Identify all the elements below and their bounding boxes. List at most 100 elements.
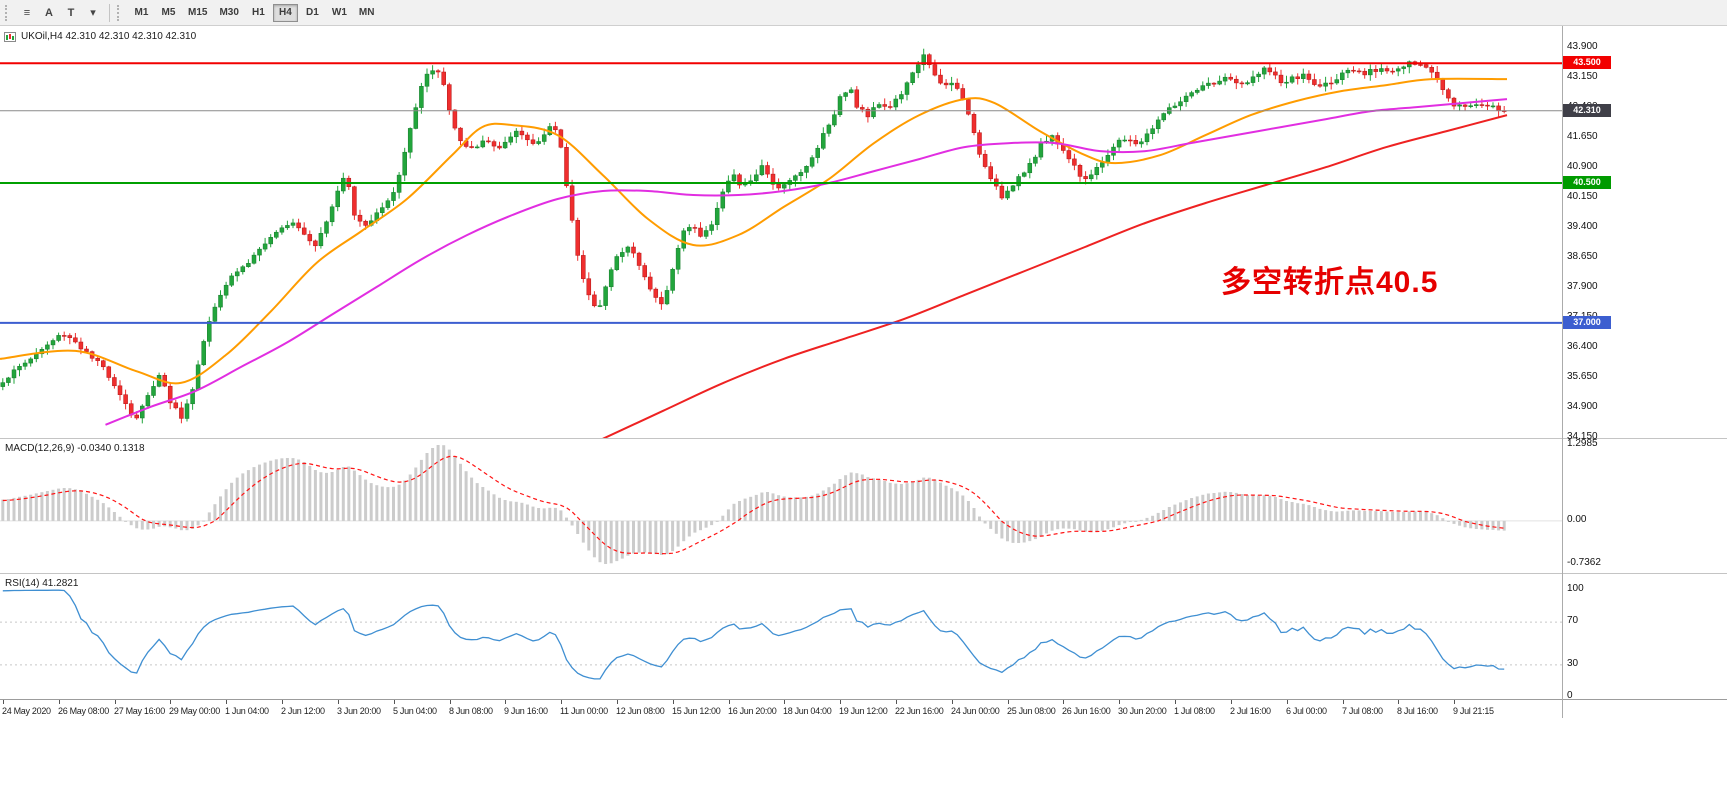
time-axis-tick (840, 700, 841, 704)
label-tool-button[interactable]: T (67, 6, 75, 19)
time-axis-label: 18 Jun 04:00 (783, 706, 832, 716)
price-axis-label: 34.900 (1567, 401, 1598, 412)
time-axis-label: 7 Jul 08:00 (1342, 706, 1383, 716)
time-axis-tick (3, 700, 4, 704)
time-axis-tick (1063, 700, 1064, 704)
time-axis-tick (505, 700, 506, 704)
shapes-tool-button[interactable]: ▾ (90, 7, 96, 19)
time-axis-label: 29 May 00:00 (169, 706, 220, 716)
chart-symbol-info: UKOil,H4 42.310 42.310 42.310 42.310 (4, 31, 196, 42)
timeframe-button-w1[interactable]: W1 (331, 7, 347, 18)
macd-label: MACD(12,26,9) -0.0340 0.1318 (5, 443, 145, 454)
toolbar-separator (109, 3, 110, 22)
time-axis-tick (1343, 700, 1344, 704)
time-axis-label: 3 Jun 20:00 (337, 706, 381, 716)
time-axis-tick (1175, 700, 1176, 704)
time-axis-tick (115, 700, 116, 704)
timeframe-button-d1[interactable]: D1 (306, 7, 319, 18)
rsi-axis-label: 30 (1567, 658, 1579, 669)
time-axis-tick (394, 700, 395, 704)
time-axis-tick (1454, 700, 1455, 704)
price-badge: 37.000 (1563, 316, 1611, 329)
price-axis-label: 40.150 (1567, 191, 1598, 202)
time-axis-tick (450, 700, 451, 704)
price-badge: 42.310 (1563, 104, 1611, 117)
time-axis-tick (170, 700, 171, 704)
time-axis-tick (59, 700, 60, 704)
timeframe-button-m1[interactable]: M1 (134, 7, 149, 18)
rsi-axis-label: 100 (1567, 583, 1584, 594)
price-axis-label: 37.900 (1567, 281, 1598, 292)
macd-axis-label: 0.00 (1567, 514, 1587, 525)
time-axis-tick (952, 700, 953, 704)
timeframe-button-h4[interactable]: H4 (272, 3, 298, 22)
price-axis-label: 43.150 (1567, 71, 1598, 82)
timeframe-button-m30[interactable]: M30 (219, 7, 239, 18)
candlestick-plot[interactable] (0, 26, 1562, 438)
time-axis-tick (226, 700, 227, 704)
time-axis-tick (1119, 700, 1120, 704)
time-axis-tick (1398, 700, 1399, 704)
time-axis[interactable]: 24 May 2020 26 May 08:00 27 May 16:00 29 Ma… (0, 700, 1727, 718)
time-axis-label: 9 Jun 16:00 (504, 706, 548, 716)
rsi-label: RSI(14) 41.2821 (5, 578, 79, 589)
time-axis-label: 25 Jun 08:00 (1007, 706, 1056, 716)
price-axis-label: 43.900 (1567, 41, 1598, 52)
drawing-toolbar: ≡ A T ▾ (16, 3, 104, 23)
time-axis-label: 27 May 16:00 (114, 706, 165, 716)
time-axis-label: 1 Jun 04:00 (225, 706, 269, 716)
bottom-space (0, 718, 1727, 792)
toolbar-grip[interactable] (5, 4, 12, 21)
price-axis-label: 39.400 (1567, 221, 1598, 232)
price-axis-label: 41.650 (1567, 131, 1598, 142)
time-axis-label: 22 Jun 16:00 (895, 706, 944, 716)
main-chart-panel[interactable]: UKOil,H4 42.310 42.310 42.310 42.310 多空转… (0, 26, 1727, 438)
price-axis-label: 34.150 (1567, 431, 1598, 442)
time-axis-tick (729, 700, 730, 704)
price-axis-label: 38.650 (1567, 251, 1598, 262)
time-axis-tick (617, 700, 618, 704)
macd-axis-label: -0.7362 (1567, 557, 1601, 568)
price-axis[interactable]: 43.90043.15042.40041.65040.90040.15039.4… (1563, 26, 1726, 718)
time-axis-label: 24 May 2020 (2, 706, 51, 716)
time-axis-label: 2 Jun 12:00 (281, 706, 325, 716)
time-axis-label: 26 Jun 16:00 (1062, 706, 1111, 716)
time-axis-label: 19 Jun 12:00 (839, 706, 888, 716)
time-axis-label: 8 Jun 08:00 (449, 706, 493, 716)
timeframe-button-m15[interactable]: M15 (188, 7, 208, 18)
rsi-plot[interactable] (0, 574, 1562, 699)
macd-plot[interactable] (0, 439, 1562, 572)
price-axis-label: 35.650 (1567, 371, 1598, 382)
chart-annotation-text[interactable]: 多空转折点40.5 (1221, 266, 1439, 299)
axis-separator-line (1562, 26, 1563, 718)
time-axis-label: 12 Jun 08:00 (616, 706, 665, 716)
price-badge: 40.500 (1563, 176, 1611, 189)
line-studies-tool-button[interactable]: ≡ (23, 6, 31, 19)
timeframe-toolbar: M1 M5 M15 M30 H1 H4 D1 W1 MN (128, 3, 380, 22)
price-badge: 43.500 (1563, 56, 1611, 69)
time-axis-label: 15 Jun 12:00 (672, 706, 721, 716)
text-tool-button[interactable]: A (45, 6, 53, 19)
rsi-panel[interactable]: RSI(14) 41.2821 (0, 573, 1727, 700)
macd-panel[interactable]: MACD(12,26,9) -0.0340 0.1318 (0, 438, 1727, 573)
toolbar-grip-2[interactable] (117, 4, 124, 21)
time-axis-tick (673, 700, 674, 704)
time-axis-label: 30 Jun 20:00 (1118, 706, 1167, 716)
time-axis-label: 6 Jul 00:00 (1286, 706, 1327, 716)
price-axis-label: 40.900 (1567, 161, 1598, 172)
symbol-ohlc-label: UKOil,H4 42.310 42.310 42.310 42.310 (21, 31, 197, 42)
time-axis-label: 8 Jul 16:00 (1397, 706, 1438, 716)
time-axis-label: 1 Jul 08:00 (1174, 706, 1215, 716)
time-axis-tick (1231, 700, 1232, 704)
time-axis-tick (1008, 700, 1009, 704)
timeframe-button-mn[interactable]: MN (358, 7, 375, 18)
timeframe-button-m5[interactable]: M5 (161, 7, 176, 18)
time-axis-label: 11 Jun 00:00 (560, 706, 608, 716)
time-axis-tick (282, 700, 283, 704)
time-axis-label: 2 Jul 16:00 (1230, 706, 1271, 716)
rsi-axis-label: 70 (1567, 615, 1579, 626)
timeframe-button-h1[interactable]: H1 (252, 7, 265, 18)
price-axis-label: 36.400 (1567, 341, 1598, 352)
time-axis-label: 5 Jun 04:00 (393, 706, 437, 716)
